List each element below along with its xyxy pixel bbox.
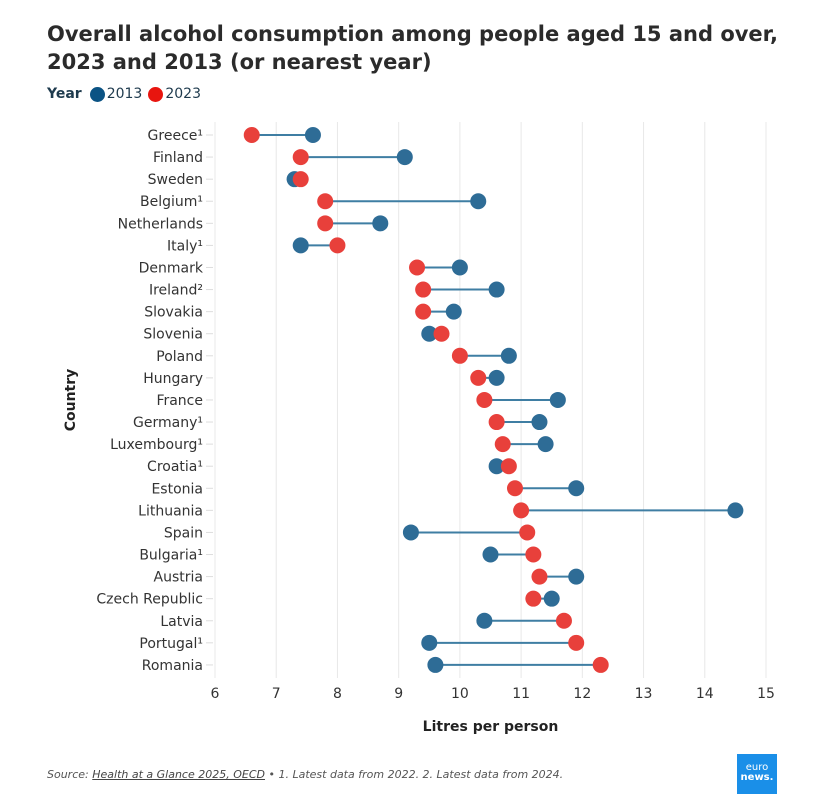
y-tick-label: Bulgaria¹ <box>139 548 203 564</box>
y-tick-label: Estonia <box>151 481 203 497</box>
y-tick-label: Poland <box>156 349 203 365</box>
point-2013 <box>372 215 389 232</box>
point-2023 <box>243 127 260 143</box>
point-2013 <box>531 414 548 431</box>
legend: Year 2013 2023 <box>47 86 207 102</box>
legend-swatch-2023 <box>148 86 164 102</box>
point-2013 <box>470 193 487 210</box>
point-2013 <box>543 590 560 607</box>
y-tick-label: Denmark <box>139 260 204 276</box>
point-2023 <box>433 325 450 342</box>
source-link[interactable]: Health at a Glance 2025, OECD <box>92 768 265 781</box>
y-tick-label: Sweden <box>148 172 203 188</box>
x-tick-label: 11 <box>512 686 530 702</box>
point-2013 <box>488 458 505 475</box>
x-tick-label: 12 <box>573 686 591 702</box>
x-tick-label: 10 <box>451 686 469 702</box>
point-2023 <box>409 259 426 276</box>
point-2013 <box>500 347 517 364</box>
point-2013 <box>727 502 744 519</box>
point-2023 <box>592 656 609 673</box>
legend-title: Year <box>47 86 82 102</box>
point-2023 <box>415 281 432 298</box>
point-2023 <box>525 590 542 607</box>
x-tick-label: 15 <box>757 686 775 702</box>
y-tick-label: Austria <box>154 570 203 586</box>
x-tick-label: 9 <box>394 686 403 702</box>
point-2023 <box>555 612 572 629</box>
point-2023 <box>488 414 505 431</box>
point-2023 <box>525 546 542 563</box>
y-tick-label: Ireland² <box>149 283 203 299</box>
y-tick-label: Netherlands <box>118 216 203 232</box>
point-2013 <box>488 369 505 386</box>
y-tick-label: France <box>156 393 203 409</box>
point-2023 <box>470 369 487 386</box>
point-2023 <box>292 149 309 166</box>
point-2023 <box>292 171 309 188</box>
y-tick-label: Croatia¹ <box>147 459 203 475</box>
point-2023 <box>500 458 517 475</box>
legend-swatch-2013 <box>89 86 105 102</box>
point-2013 <box>476 612 493 629</box>
y-tick-label: Germany¹ <box>133 415 203 431</box>
point-2023 <box>329 237 346 254</box>
point-2013 <box>568 568 585 585</box>
point-2023 <box>317 193 334 210</box>
x-axis-label: Litres per person <box>423 719 559 735</box>
point-2013 <box>568 480 585 497</box>
y-tick-label: Italy¹ <box>167 238 203 254</box>
x-tick-label: 13 <box>635 686 653 702</box>
point-2013 <box>292 237 309 254</box>
point-2023 <box>317 215 334 232</box>
y-tick-label: Lithuania <box>138 503 203 519</box>
y-tick-label: Finland <box>153 150 203 166</box>
x-tick-label: 14 <box>696 686 714 702</box>
x-tick-label: 7 <box>272 686 281 702</box>
point-2023 <box>476 391 493 408</box>
y-axis-label: Country <box>63 369 79 432</box>
y-tick-label: Czech Republic <box>96 592 203 608</box>
point-2023 <box>506 480 523 497</box>
point-2013 <box>396 149 413 166</box>
y-tick-label: Luxembourg¹ <box>110 437 203 453</box>
point-2013 <box>537 436 554 453</box>
point-2013 <box>445 303 462 320</box>
point-2023 <box>415 303 432 320</box>
point-2023 <box>451 347 468 364</box>
legend-item-2013: 2013 <box>89 86 142 102</box>
point-2013 <box>549 391 566 408</box>
x-tick-label: 6 <box>211 686 220 702</box>
point-2023 <box>568 634 585 651</box>
point-2023 <box>531 568 548 585</box>
y-tick-label: Slovenia <box>143 327 203 343</box>
point-2023 <box>494 436 511 453</box>
chart-title: Overall alcohol consumption among people… <box>47 22 778 74</box>
y-tick-label: Romania <box>142 658 203 674</box>
point-2023 <box>519 524 536 541</box>
euronews-logo: euro news. <box>737 754 777 794</box>
point-2013 <box>402 524 419 541</box>
point-2013 <box>451 259 468 276</box>
point-2013 <box>421 634 438 651</box>
point-2013 <box>488 281 505 298</box>
point-2013 <box>482 546 499 563</box>
footer: Source: Health at a Glance 2025, OECD • … <box>47 768 564 781</box>
y-tick-label: Belgium¹ <box>140 194 203 210</box>
y-tick-label: Latvia <box>160 614 203 630</box>
y-tick-label: Spain <box>164 525 203 541</box>
y-tick-label: Portugal¹ <box>139 636 203 652</box>
point-2013 <box>304 127 321 143</box>
y-tick-label: Slovakia <box>144 305 203 321</box>
y-tick-label: Greece¹ <box>148 128 203 144</box>
point-2013 <box>427 656 444 673</box>
point-2023 <box>513 502 530 519</box>
x-tick-label: 8 <box>333 686 342 702</box>
point-2013 <box>421 325 438 342</box>
legend-item-2023: 2023 <box>148 86 201 102</box>
y-tick-label: Hungary <box>143 371 203 387</box>
